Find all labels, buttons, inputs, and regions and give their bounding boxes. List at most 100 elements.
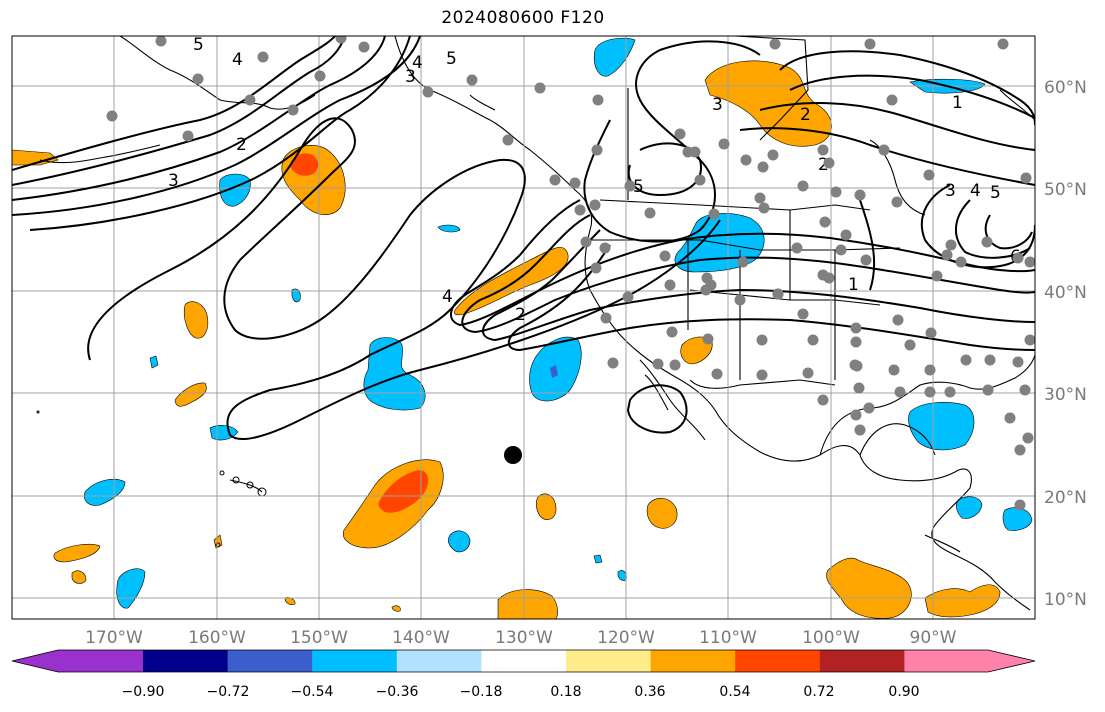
station-dot <box>599 242 611 254</box>
colorbar-tick-label: −0.54 <box>291 684 334 700</box>
station-dot <box>666 326 678 338</box>
station-dot <box>767 149 779 161</box>
colorbar-segment <box>227 650 313 672</box>
station-dot <box>891 196 903 208</box>
contour-label: 3 <box>945 181 956 201</box>
station-dot <box>422 86 434 98</box>
colorbar-tick-label: 0.18 <box>550 684 581 700</box>
highlight-point-marker <box>504 446 522 464</box>
contour-label: 3 <box>712 95 723 115</box>
station-dot <box>589 199 601 211</box>
station-dot <box>314 70 326 82</box>
contour-label: 2 <box>800 105 811 125</box>
station-dot <box>669 359 681 371</box>
station-dot <box>700 284 712 296</box>
station-dot <box>982 384 994 396</box>
station-dot <box>624 180 636 192</box>
station-dot <box>1024 256 1035 268</box>
station-dot <box>797 180 809 192</box>
station-dot <box>981 236 993 248</box>
anomaly-shading <box>12 37 1033 619</box>
colorbar-extend-high <box>988 650 1035 672</box>
station-dot <box>652 358 664 370</box>
station-dot <box>600 312 612 324</box>
station-dot <box>1020 172 1032 184</box>
station-dot <box>466 74 478 86</box>
map-title: 2024080600 F120 <box>441 8 605 28</box>
station-dot <box>358 41 370 53</box>
colorbar-ticks: −0.90 −0.72 −0.54 −0.36 −0.18 0.18 0.36 … <box>122 684 920 700</box>
station-dot <box>888 364 900 376</box>
station-dot <box>591 144 603 156</box>
station-dot <box>960 354 972 366</box>
station-dot <box>850 322 862 334</box>
station-dot <box>1004 412 1016 424</box>
station-dot <box>864 38 876 50</box>
colorbar-segment <box>904 650 988 672</box>
contour-label: 3 <box>168 171 179 191</box>
colorbar-extend-low <box>12 650 58 672</box>
contour-label: 5 <box>193 35 204 55</box>
station-dot <box>886 94 898 106</box>
colorbar-tick-label: −0.90 <box>122 684 165 700</box>
colorbar-segment <box>650 650 736 672</box>
colorbar-segment <box>58 650 143 672</box>
anomaly-positive-area <box>284 597 296 605</box>
contour-label: 5 <box>633 177 644 197</box>
station-dot <box>1012 252 1024 264</box>
lat-label: 20°N <box>1044 488 1087 508</box>
contour-label: 4 <box>970 181 981 201</box>
station-dot <box>622 291 634 303</box>
lon-label: 90°W <box>910 628 957 648</box>
station-dot <box>823 272 835 284</box>
contour-label: 5 <box>990 183 1001 203</box>
colorbar-tick-label: 0.36 <box>634 684 665 700</box>
station-dot <box>702 333 714 345</box>
lat-label: 60°N <box>1044 78 1087 98</box>
station-dot <box>580 236 592 248</box>
colorbar-outline <box>11 649 1036 673</box>
station-dot <box>924 386 936 398</box>
contour-label: 4 <box>232 50 243 70</box>
anomaly-positive-strong-area <box>378 470 429 513</box>
station-dot <box>734 294 746 306</box>
station-dot <box>997 38 1009 50</box>
contour-label: 2 <box>818 155 829 175</box>
station-dot <box>944 386 956 398</box>
station-dot <box>756 369 768 381</box>
station-dot <box>569 177 581 189</box>
colorbar-tick-label: −0.36 <box>376 684 419 700</box>
station-dot <box>182 130 194 142</box>
contour-label: 5 <box>446 49 457 69</box>
station-dot <box>244 94 256 106</box>
anomaly-negative-area <box>291 288 301 303</box>
anomaly-positive-strong-area <box>290 153 319 176</box>
station-dot <box>644 207 656 219</box>
contour-label: 3 <box>405 67 416 87</box>
station-dot <box>192 73 204 85</box>
station-dot <box>797 308 809 320</box>
station-dot <box>1024 334 1035 346</box>
contour-label: 4 <box>442 287 453 307</box>
station-dot <box>853 382 865 394</box>
lon-label: 120°W <box>597 628 655 648</box>
colorbar-segment <box>396 650 482 672</box>
station-dot <box>878 144 890 156</box>
anomaly-positive-area <box>71 570 87 584</box>
lat-label: 40°N <box>1044 283 1087 303</box>
station-dot <box>854 189 866 201</box>
contour-label: 2 <box>515 305 526 325</box>
station-dot <box>664 279 676 291</box>
colorbar-tick-label: −0.18 <box>460 684 503 700</box>
station-dot <box>155 36 167 47</box>
anomaly-negative-area <box>593 37 636 77</box>
colorbar-tick-label: 0.54 <box>719 684 750 700</box>
station-dot <box>769 38 781 50</box>
station-dot <box>904 339 916 351</box>
lon-label: 170°W <box>85 628 143 648</box>
station-dot <box>674 128 686 140</box>
anomaly-positive-area <box>213 534 223 549</box>
station-dot <box>945 239 957 251</box>
contour-label: 1 <box>952 93 963 113</box>
